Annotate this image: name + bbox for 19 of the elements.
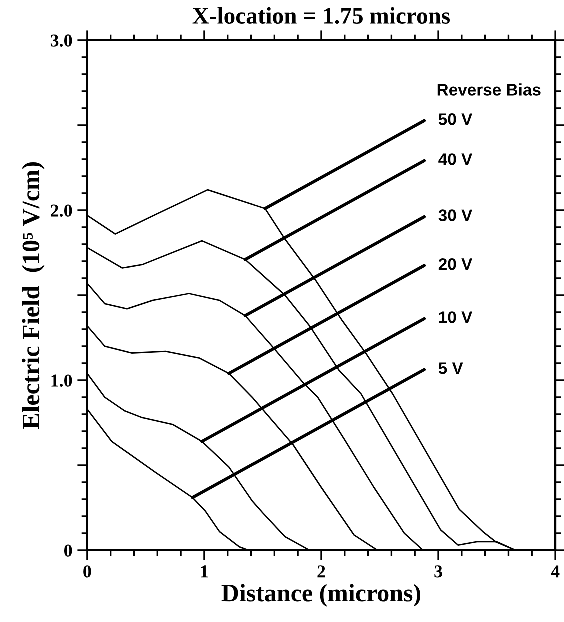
annotation: 50 V [438, 114, 473, 126]
annotation: 5 V [438, 362, 464, 374]
x-tick-label: 1 [201, 566, 208, 578]
y-tick-label: 0 [64, 544, 72, 557]
annotation: 20 V [438, 258, 473, 270]
y-tick-label: 1.0 [52, 374, 72, 387]
x-tick-label: 4 [551, 566, 560, 578]
annotation: 40 V [438, 154, 473, 166]
annotation: Reverse Bias [438, 84, 541, 96]
x-tick-label: 0 [84, 566, 92, 578]
y-tick-label: 2.0 [51, 204, 72, 217]
x-tick-label: 2 [318, 566, 326, 578]
annotation: 30 V [438, 210, 473, 222]
y-tick-label: 3.0 [50, 34, 72, 47]
x-tick-label: 3 [434, 566, 442, 578]
chart-title: X-location = 1.75 microns [192, 7, 450, 24]
y-axis-title: Electric Field (10⁵ V/cm) [22, 162, 45, 430]
x-axis-title: Distance (microns) [222, 584, 420, 607]
annotation: 10 V [439, 312, 473, 324]
